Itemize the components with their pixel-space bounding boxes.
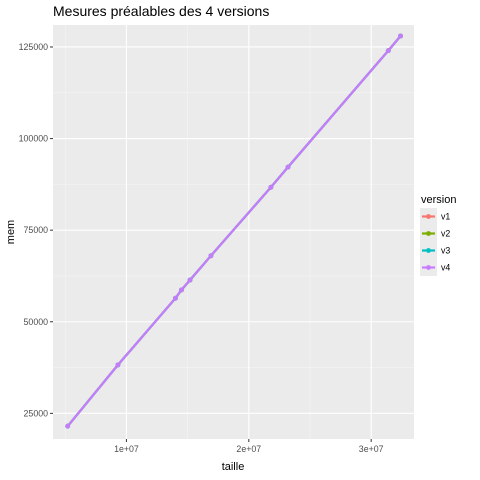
data-point-v4 [208, 253, 214, 259]
y-tick-label: 75000 [24, 225, 49, 235]
y-tick-label: 50000 [24, 317, 49, 327]
x-tick-label: 3e+07 [359, 444, 384, 454]
legend-label-v4: v4 [441, 263, 450, 273]
legend: version v1 v2 v3 v4 [420, 194, 456, 276]
series-line-v4 [66, 35, 402, 427]
data-point-v4 [268, 184, 274, 190]
legend-label-v2: v2 [441, 229, 450, 239]
data-point-v4 [65, 423, 71, 429]
data-point-v4 [385, 48, 391, 54]
legend-label-v3: v3 [441, 246, 450, 256]
x-axis-title: taille [222, 461, 245, 473]
data-point-v4 [179, 287, 184, 293]
y-axis: 25000 50000 75000 100000 125000 [19, 42, 53, 418]
legend-label-v1: v1 [441, 212, 450, 222]
y-tick-label: 25000 [24, 408, 49, 418]
y-axis-title: mem [5, 220, 17, 244]
legend-key-point-v2 [426, 231, 431, 236]
grid-minor [53, 25, 414, 439]
x-tick-label: 1e+07 [114, 444, 139, 454]
y-tick-label: 100000 [19, 134, 48, 144]
legend-key-point-v3 [426, 248, 431, 253]
x-axis: 1e+07 2e+07 3e+07 [114, 439, 384, 454]
legend-title: version [421, 194, 456, 206]
data-point-v4 [187, 277, 193, 283]
data-point-v4 [172, 295, 178, 301]
grid-major [53, 25, 414, 439]
data-point-v4 [398, 33, 403, 39]
legend-key-point-v1 [426, 214, 431, 219]
x-tick-label: 2e+07 [236, 444, 261, 454]
data-point-v4 [285, 164, 291, 170]
data-point-v4 [115, 362, 121, 368]
chart-title: Mesures préalables des 4 versions [53, 3, 269, 19]
y-tick-label: 125000 [19, 42, 48, 52]
series-layer [65, 33, 403, 429]
legend-key-point-v4 [426, 265, 431, 270]
